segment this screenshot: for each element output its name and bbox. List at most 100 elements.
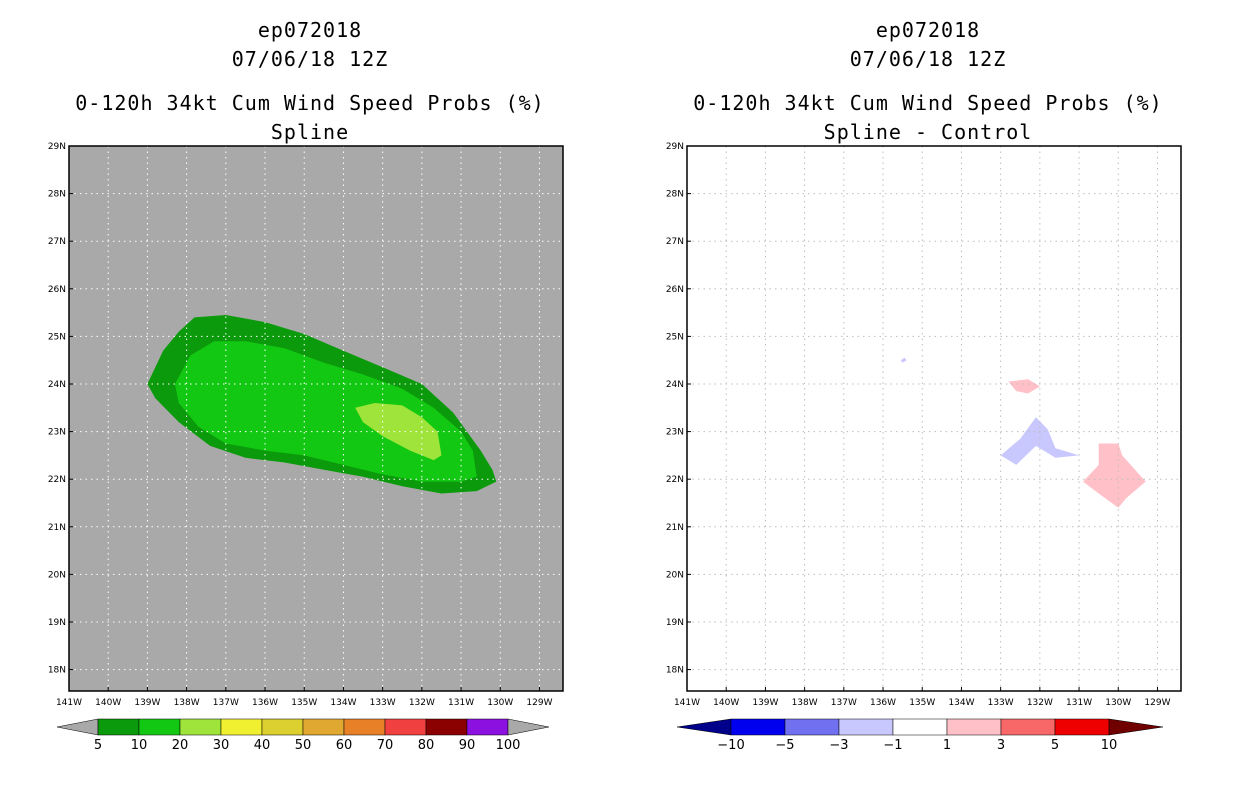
left-colorbar-label-6: 60 bbox=[336, 738, 353, 753]
left-ytick-label-9: 20N bbox=[48, 570, 66, 580]
right-colorbar-seg-1 bbox=[784, 718, 840, 736]
left-colorbar-label-10: 100 bbox=[496, 738, 521, 753]
right-title-date: 07/06/18 12Z bbox=[849, 47, 1007, 71]
right-ytick-label-8: 21N bbox=[666, 523, 684, 533]
right-colorbar-label-7: 10 bbox=[1101, 738, 1118, 753]
left-xtick-label-10: 131W bbox=[448, 698, 474, 708]
left-xtick-label-4: 137W bbox=[213, 698, 239, 708]
right-colorbar-label-5: 3 bbox=[997, 738, 1005, 753]
right-xtick-label-5: 136W bbox=[870, 698, 896, 708]
right-xtick-label-0: 141W bbox=[674, 698, 700, 708]
right-plot-frame bbox=[686, 145, 1182, 692]
left-xtick-label-1: 140W bbox=[95, 698, 121, 708]
left-xtick-label-9: 132W bbox=[409, 698, 435, 708]
right-ytick-label-2: 27N bbox=[666, 237, 684, 247]
left-xtick-label-3: 138W bbox=[174, 698, 200, 708]
left-colorbar-label-3: 30 bbox=[213, 738, 230, 753]
right-title-method: Spline - Control bbox=[823, 120, 1033, 144]
left-colorbar-seg-9 bbox=[466, 718, 509, 736]
left-xtick-label-6: 135W bbox=[291, 698, 317, 708]
left-ytick-label-2: 27N bbox=[48, 237, 66, 247]
left-ytick-label-3: 26N bbox=[48, 285, 66, 295]
right-colorbar-under bbox=[676, 718, 732, 736]
right-plot-background bbox=[687, 146, 1181, 691]
left-contour-2 bbox=[355, 403, 442, 461]
left-colorbar-seg-3 bbox=[220, 718, 263, 736]
right-xtick-label-12: 129W bbox=[1144, 698, 1170, 708]
right-contour-2 bbox=[1000, 417, 1080, 465]
right-ytick-label-4: 25N bbox=[666, 332, 684, 342]
left-colorbar-seg-4 bbox=[261, 718, 304, 736]
right-colorbar-seg-5 bbox=[1000, 718, 1056, 736]
left-colorbar-label-8: 80 bbox=[418, 738, 435, 753]
left-ytick-label-11: 18N bbox=[48, 666, 66, 676]
left-xtick-label-11: 130W bbox=[487, 698, 513, 708]
right-colorbar-label-0: −10 bbox=[717, 738, 744, 753]
left-ytick-label-5: 24N bbox=[48, 380, 66, 390]
left-colorbar-seg-8 bbox=[425, 718, 468, 736]
right-colorbar-label-1: −5 bbox=[775, 738, 794, 753]
right-colorbar-seg-2 bbox=[838, 718, 894, 736]
left-colorbar-label-4: 40 bbox=[254, 738, 271, 753]
right-xtick-label-8: 133W bbox=[988, 698, 1014, 708]
right-colorbar-seg-0 bbox=[730, 718, 786, 736]
right-colorbar-seg-6 bbox=[1054, 718, 1110, 736]
left-ytick-label-10: 19N bbox=[48, 618, 66, 628]
right-colorbar-seg-4 bbox=[946, 718, 1002, 736]
left-xtick-label-7: 134W bbox=[330, 698, 356, 708]
right-title-storm: ep072018 bbox=[875, 18, 981, 42]
left-plot-frame bbox=[68, 145, 564, 692]
right-ytick-label-10: 19N bbox=[666, 618, 684, 628]
right-colorbar-label-4: 1 bbox=[943, 738, 951, 753]
right-xtick-label-6: 135W bbox=[909, 698, 935, 708]
left-title-product: 0-120h 34kt Cum Wind Speed Probs (%) bbox=[75, 91, 545, 115]
right-ytick-label-7: 22N bbox=[666, 475, 684, 485]
left-ytick-label-1: 28N bbox=[48, 190, 66, 200]
left-colorbar-label-7: 70 bbox=[377, 738, 394, 753]
right-colorbar-label-3: −1 bbox=[883, 738, 902, 753]
right-ytick-label-6: 23N bbox=[666, 428, 684, 438]
left-xtick-label-8: 133W bbox=[370, 698, 396, 708]
right-chart-title: ep072018 07/06/18 12Z 0-120h 34kt Cum Wi… bbox=[678, 16, 1178, 147]
left-contour-1 bbox=[174, 341, 477, 482]
right-xtick-label-11: 130W bbox=[1105, 698, 1131, 708]
left-title-storm: ep072018 bbox=[257, 18, 363, 42]
left-colorbar-seg-1 bbox=[138, 718, 181, 736]
right-ytick-label-0: 29N bbox=[666, 142, 684, 152]
left-ytick-label-4: 25N bbox=[48, 332, 66, 342]
left-colorbar-label-2: 20 bbox=[172, 738, 189, 753]
right-xtick-label-3: 138W bbox=[792, 698, 818, 708]
left-colorbar-label-1: 10 bbox=[131, 738, 148, 753]
left-xtick-label-0: 141W bbox=[56, 698, 82, 708]
right-xtick-label-2: 139W bbox=[752, 698, 778, 708]
right-ytick-label-9: 20N bbox=[666, 570, 684, 580]
left-xtick-label-5: 136W bbox=[252, 698, 278, 708]
right-xtick-label-7: 134W bbox=[948, 698, 974, 708]
left-colorbar-seg-5 bbox=[302, 718, 345, 736]
left-chart-title: ep072018 07/06/18 12Z 0-120h 34kt Cum Wi… bbox=[60, 16, 560, 147]
right-xtick-label-1: 140W bbox=[713, 698, 739, 708]
right-colorbar-label-2: −3 bbox=[829, 738, 848, 753]
left-ytick-label-7: 22N bbox=[48, 475, 66, 485]
right-title-product: 0-120h 34kt Cum Wind Speed Probs (%) bbox=[693, 91, 1163, 115]
right-contour-0 bbox=[900, 357, 907, 363]
right-xtick-label-9: 132W bbox=[1027, 698, 1053, 708]
left-colorbar-label-5: 50 bbox=[295, 738, 312, 753]
left-ytick-label-8: 21N bbox=[48, 523, 66, 533]
left-ytick-label-0: 29N bbox=[48, 142, 66, 152]
left-colorbar-seg-0 bbox=[97, 718, 140, 736]
left-xtick-label-12: 129W bbox=[526, 698, 552, 708]
left-title-date: 07/06/18 12Z bbox=[231, 47, 389, 71]
left-colorbar-seg-7 bbox=[384, 718, 427, 736]
left-colorbar-over bbox=[507, 718, 550, 736]
right-contour-3 bbox=[1083, 443, 1146, 508]
left-title-method: Spline bbox=[270, 120, 350, 144]
left-colorbar-label-9: 90 bbox=[459, 738, 476, 753]
right-colorbar-label-6: 5 bbox=[1051, 738, 1059, 753]
right-ytick-label-11: 18N bbox=[666, 666, 684, 676]
right-contour-1 bbox=[1008, 379, 1040, 394]
left-colorbar-label-0: 5 bbox=[94, 738, 102, 753]
right-xtick-label-10: 131W bbox=[1066, 698, 1092, 708]
left-xtick-label-2: 139W bbox=[134, 698, 160, 708]
left-colorbar-seg-6 bbox=[343, 718, 386, 736]
